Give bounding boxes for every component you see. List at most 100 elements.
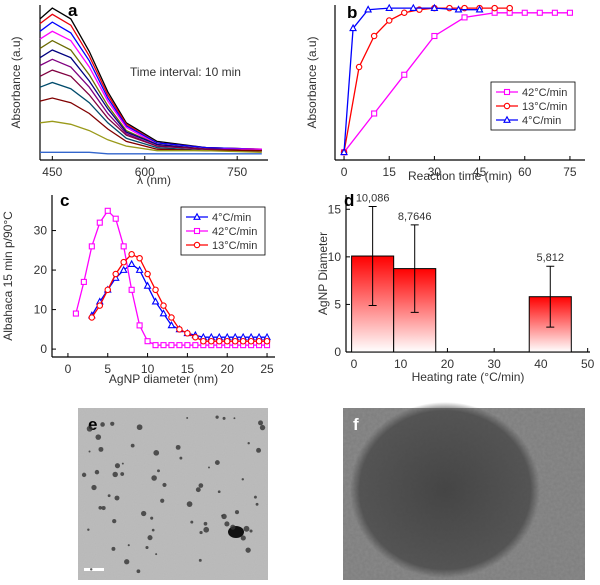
marker (208, 337, 215, 345)
particle (90, 568, 93, 571)
x-tick-label: 750 (227, 165, 247, 179)
marker (168, 314, 175, 321)
y-axis-label: Albahaca 15 min p/90°C (1, 211, 15, 341)
particle (94, 469, 100, 475)
x-tick-label: 20 (441, 357, 455, 371)
particle (198, 558, 202, 562)
scale-bar (84, 568, 104, 571)
x-tick-label: 0 (65, 362, 72, 376)
particle (153, 449, 160, 456)
particle (157, 469, 160, 473)
marker (491, 4, 498, 12)
marker (136, 322, 143, 329)
value-label: 8,7646 (398, 211, 432, 223)
series-line (39, 21, 262, 150)
series-line (39, 97, 262, 152)
particle (147, 535, 153, 541)
marker (176, 326, 183, 333)
x-tick-label: 5 (104, 362, 111, 376)
marker (231, 337, 239, 345)
particle (241, 478, 244, 481)
series-line (39, 13, 262, 150)
marker (192, 342, 199, 349)
x-tick-label: 0 (341, 165, 348, 179)
marker (200, 337, 207, 345)
marker (127, 259, 136, 267)
marker (152, 286, 159, 294)
x-tick-label: 30 (487, 357, 501, 371)
particle (151, 528, 155, 532)
marker (104, 286, 112, 294)
particle (100, 422, 105, 427)
marker (160, 342, 167, 349)
y-tick-label: 20 (34, 263, 48, 277)
particle (203, 521, 208, 526)
marker (566, 9, 573, 16)
marker (88, 314, 96, 321)
particle (127, 544, 130, 547)
error-bar (410, 224, 419, 313)
x-tick-label: 20 (221, 362, 235, 376)
particle (234, 510, 240, 515)
x-tick-label: 45 (473, 165, 487, 179)
annotation: Time interval: 10 min (130, 65, 241, 79)
panel-label: f (353, 415, 359, 434)
x-axis-label: Heating rate (°C/min) (412, 370, 525, 384)
marker (167, 321, 176, 329)
particle (221, 514, 224, 517)
x-tick-label: 30 (428, 165, 442, 179)
x-axis-label: λ (nm) (137, 173, 171, 187)
marker (263, 337, 271, 345)
particle (195, 487, 201, 493)
particle (95, 434, 102, 440)
particle (98, 446, 104, 452)
marker (503, 88, 511, 96)
marker (151, 297, 160, 305)
marker (176, 342, 183, 349)
marker (96, 219, 103, 226)
marker (120, 243, 127, 250)
particle (258, 420, 264, 426)
y-axis-label: Absorbance (a.u) (305, 36, 319, 128)
particle (249, 529, 253, 533)
particle (162, 482, 167, 488)
particle (87, 528, 90, 531)
marker (521, 9, 528, 16)
particle (124, 559, 130, 565)
marker (506, 4, 513, 12)
marker (401, 9, 408, 17)
y-tick-label: 0 (334, 345, 341, 359)
particle (101, 505, 106, 511)
particle (217, 490, 221, 494)
series-line (343, 7, 510, 153)
particle (214, 460, 220, 466)
tem-image: f (343, 402, 585, 580)
particle (233, 417, 236, 420)
x-tick-label: 40 (534, 357, 548, 371)
y-tick-label: 0 (40, 342, 47, 356)
x-tick-label: 10 (394, 357, 408, 371)
marker (120, 258, 127, 266)
particle (208, 466, 210, 469)
marker (136, 254, 143, 262)
x-tick-label: 10 (141, 362, 155, 376)
marker (385, 3, 394, 11)
marker (128, 251, 135, 258)
particle (224, 521, 230, 527)
marker (112, 270, 119, 278)
y-tick-label: 30 (34, 224, 48, 238)
marker (223, 337, 231, 345)
series-line (40, 151, 262, 155)
marker (72, 310, 79, 317)
marker (144, 338, 151, 345)
marker (430, 3, 439, 11)
panel-label: a (68, 1, 78, 20)
particle (88, 450, 91, 453)
particle (203, 526, 210, 533)
particle (350, 402, 540, 578)
series-line (343, 7, 480, 153)
marker (80, 278, 87, 285)
legend-label: 13°C/min (212, 240, 257, 252)
marker (370, 32, 378, 40)
